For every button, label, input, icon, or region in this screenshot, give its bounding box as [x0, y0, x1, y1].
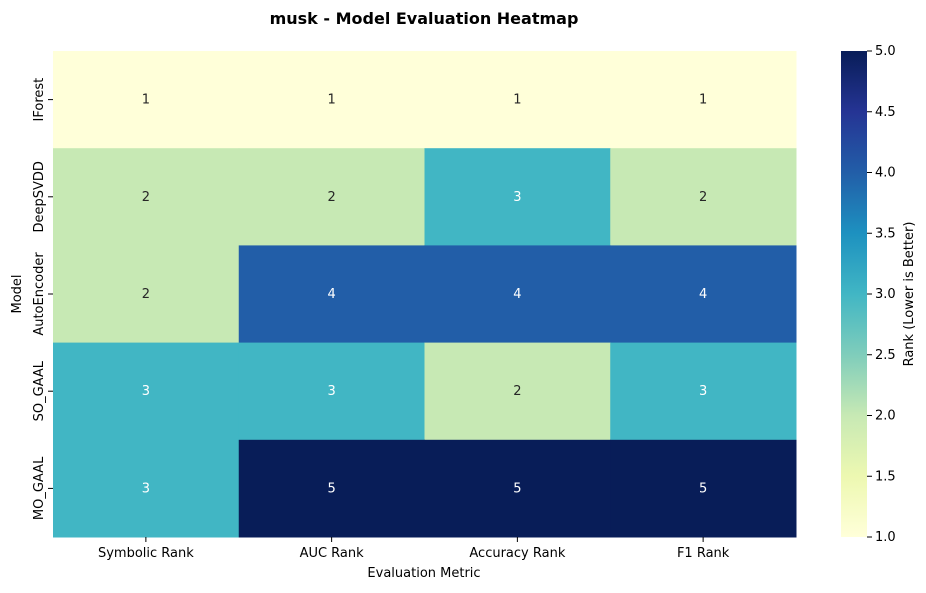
colorbar-label: Rank (Lower is Better)	[902, 222, 917, 367]
heatmap-cell	[424, 245, 611, 344]
heatmap-cell	[424, 51, 611, 149]
colorbar-tick-label: 2.0	[875, 409, 896, 424]
cell-annotation: 4	[699, 287, 707, 302]
cell-annotation: 1	[142, 93, 150, 108]
heatmap-cell	[53, 439, 240, 538]
colorbar-tick-label: 3.0	[875, 287, 896, 302]
x-tick-label: Accuracy Rank	[469, 546, 565, 561]
cell-annotation: 2	[699, 190, 707, 205]
x-tick-label: AUC Rank	[300, 546, 365, 561]
cell-annotation: 3	[142, 481, 150, 496]
colorbar-tick-label: 1.0	[875, 530, 896, 545]
colorbar-gradient	[841, 51, 867, 537]
cell-annotation: 2	[327, 190, 335, 205]
cell-annotation: 2	[142, 190, 150, 205]
y-tick-label: AutoEncoder	[32, 252, 47, 336]
cell-annotation: 5	[327, 481, 335, 496]
cell-annotation: 3	[327, 384, 335, 399]
heatmap-cell	[53, 342, 240, 441]
y-tick-label: SO_GAAL	[32, 360, 47, 421]
cell-annotation: 5	[699, 481, 707, 496]
x-axis: Symbolic Rank AUC Rank Accuracy Rank F1 Ran…	[98, 537, 730, 561]
colorbar-tick-label: 1.5	[875, 469, 896, 484]
heatmap-cell	[610, 245, 797, 344]
heatmap-cell	[238, 245, 425, 344]
cell-annotation: 3	[699, 384, 707, 399]
cell-annotation: 1	[699, 93, 707, 108]
cell-annotation: 4	[327, 287, 335, 302]
y-axis-label: Model	[10, 274, 25, 313]
colorbar: 1.0 1.5 2.0 2.5 3.0 3.5 4.0 4.5 5.0 Rank (Lower …	[841, 44, 917, 545]
y-tick-label: MO_GAAL	[32, 456, 47, 520]
heatmap-cell	[424, 342, 611, 441]
x-axis-label: Evaluation Metric	[367, 566, 480, 581]
cell-annotation: 3	[142, 384, 150, 399]
colorbar-tick-label: 2.5	[875, 348, 896, 363]
cell-annotation: 4	[513, 287, 521, 302]
cell-annotation: 5	[513, 481, 521, 496]
heatmap-cell	[610, 51, 797, 149]
y-axis: IForest DeepSVDD AutoEncoder SO_GAAL MO_GAAL	[32, 78, 53, 520]
x-tick-label: F1 Rank	[677, 546, 730, 561]
heatmap-cell	[424, 148, 611, 246]
cell-annotation: 1	[327, 93, 335, 108]
heatmap-cells: 1 1 1 1 2 2 3 2 2 4 4 4 3 3 2 3 3 5 5 5	[53, 51, 797, 538]
heatmap-cell	[53, 148, 240, 246]
colorbar-tick-label: 4.5	[875, 105, 896, 120]
heatmap-cell	[238, 148, 425, 246]
colorbar-tick-label: 5.0	[875, 44, 896, 59]
heatmap-cell	[238, 439, 425, 538]
heatmap-cell	[610, 439, 797, 538]
y-tick-label: DeepSVDD	[32, 161, 47, 232]
colorbar-tick-label: 4.0	[875, 166, 896, 181]
x-tick-label: Symbolic Rank	[98, 546, 194, 561]
cell-annotation: 1	[513, 93, 521, 108]
heatmap-cell	[53, 51, 240, 149]
heatmap-cell	[53, 245, 240, 344]
colorbar-tick-label: 3.5	[875, 226, 896, 241]
cell-annotation: 3	[513, 190, 521, 205]
heatmap-cell	[238, 342, 425, 441]
colorbar-ticks: 1.0 1.5 2.0 2.5 3.0 3.5 4.0 4.5 5.0	[867, 44, 896, 545]
heatmap-cell	[238, 51, 425, 149]
cell-annotation: 2	[513, 384, 521, 399]
cell-annotation: 2	[142, 287, 150, 302]
chart-title: musk - Model Evaluation Heatmap	[270, 9, 579, 28]
heatmap-cell	[610, 342, 797, 441]
y-tick-label: IForest	[32, 78, 47, 122]
heatmap-cell	[424, 439, 611, 538]
heatmap-cell	[610, 148, 797, 246]
